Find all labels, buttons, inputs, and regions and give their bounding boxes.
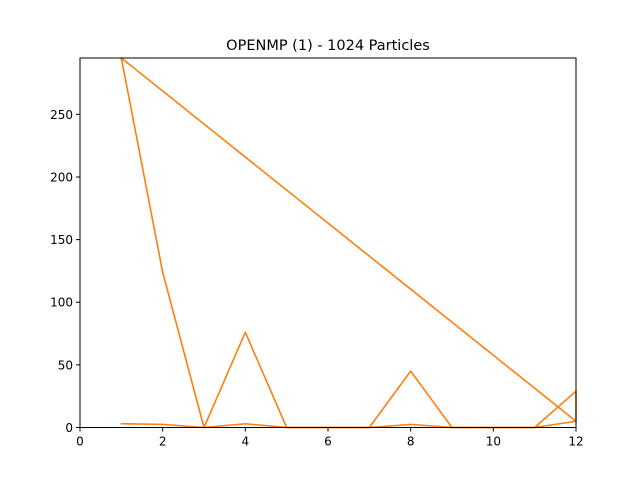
x-tick-label: 10: [486, 435, 501, 449]
x-axis: 0 2 4 6 8 10 12: [76, 427, 584, 449]
x-tick-label: 2: [159, 435, 167, 449]
series-line-1: [120, 56, 577, 429]
x-tick-label: 0: [76, 435, 84, 449]
y-tick-label: 200: [50, 170, 73, 184]
x-tick-label: 4: [242, 435, 250, 449]
y-tick-label: 0: [65, 421, 73, 435]
x-tick-label: 12: [568, 435, 583, 449]
y-tick-label: 100: [50, 296, 73, 310]
x-tick-label: 6: [324, 435, 332, 449]
chart-title: OPENMP (1) - 1024 Particles: [226, 38, 430, 54]
axes-frame: [79, 57, 577, 428]
y-tick-label: 50: [58, 358, 73, 372]
y-tick-label: 250: [50, 108, 73, 122]
x-tick-label: 8: [407, 435, 415, 449]
y-tick-label: 150: [50, 233, 73, 247]
y-axis: 0 50 100 150 200 250: [50, 108, 80, 435]
